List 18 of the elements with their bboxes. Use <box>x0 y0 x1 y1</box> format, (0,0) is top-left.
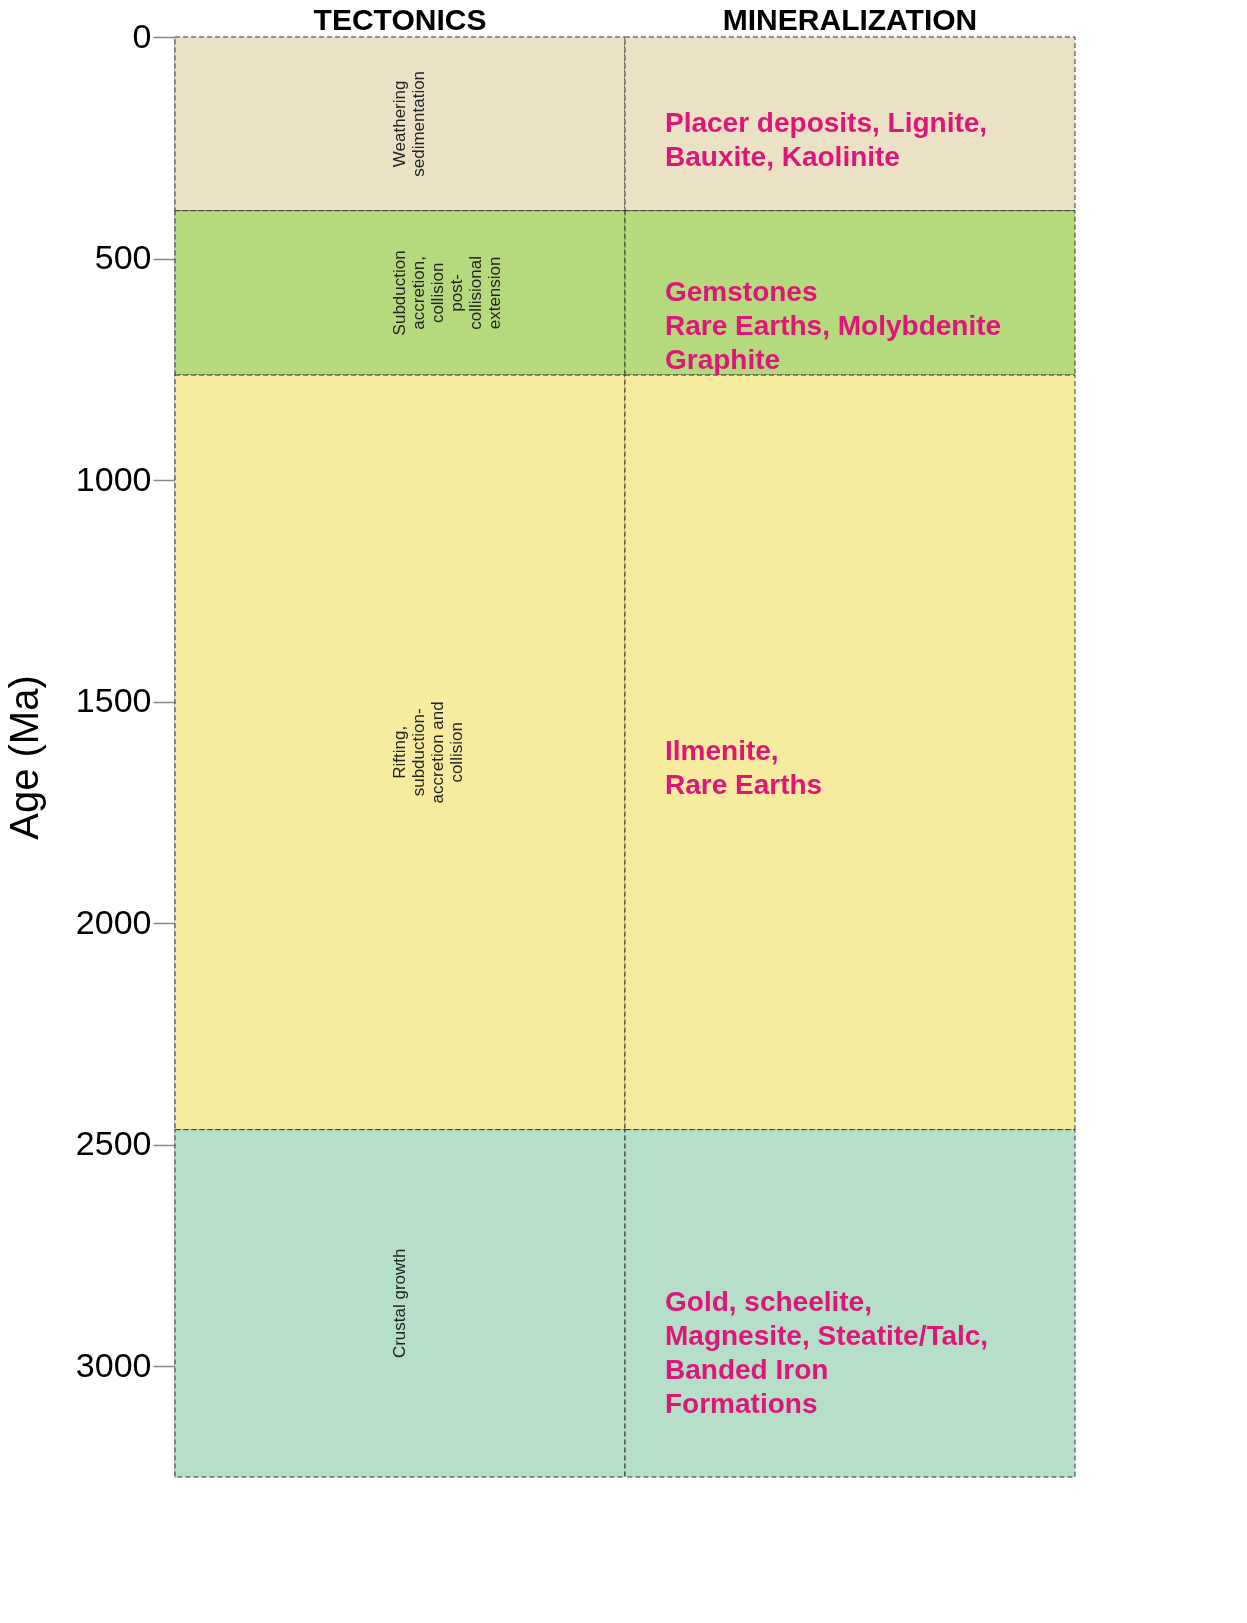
annotation: Ilmenite, Rare Earths <box>665 735 823 801</box>
y-tick-label: 2000 <box>75 902 152 941</box>
annotation: Gemstones Rare Earths, Molybdenite Graphite <box>665 275 1002 375</box>
y-tick-label: 0 <box>132 16 152 55</box>
annotation: Rifting, subduction- accretion and collision <box>390 701 466 804</box>
annotation: Placer deposits, Lignite, Bauxite, Kaolinite <box>665 106 988 172</box>
x-tick-label: MINERALIZATION <box>722 2 978 36</box>
annotation: Weathering sedimentation <box>390 70 428 177</box>
annotation: Crustal growth <box>390 1248 409 1359</box>
y-tick-label: 2500 <box>75 1124 152 1163</box>
x-tick-label: TECTONICS <box>313 2 487 36</box>
y-tick-label: 1500 <box>75 681 152 720</box>
annotation: Gold, scheelite, Magnesite, Steatite/Talc, Banded Iron Formations <box>665 1286 989 1420</box>
y-tick-label: 3000 <box>75 1345 152 1384</box>
y-tick-label: 1000 <box>75 459 152 498</box>
y-axis-title: Age (Ma) <box>1 675 46 840</box>
annotation: Subduction accretion, collision post- collisional extension <box>390 250 504 336</box>
y-tick-label: 500 <box>94 238 152 277</box>
